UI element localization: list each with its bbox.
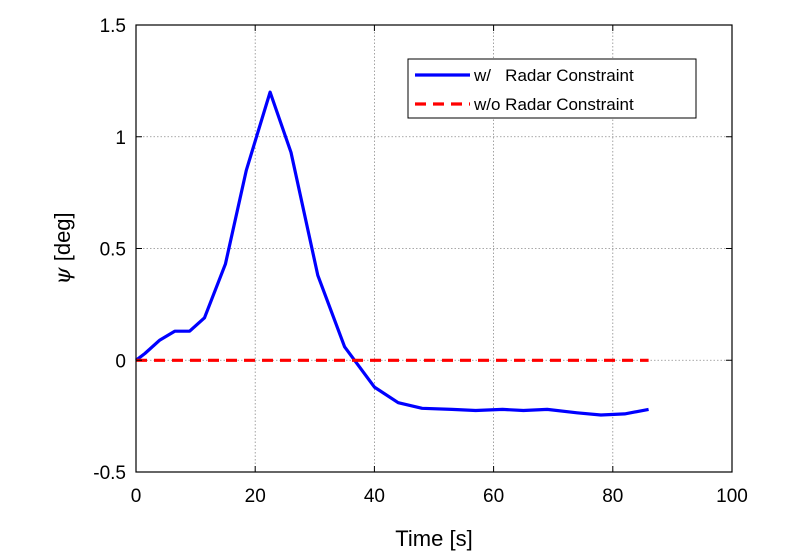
legend-entry-without-radar: w/o Radar Constraint (473, 95, 634, 114)
y-tick-label: 0.5 (100, 240, 126, 261)
axis-ticks: 0 20 40 60 80 100-0.500.511.5 (93, 16, 748, 507)
y-tick-label: 1.5 (100, 16, 126, 37)
x-tick-label: 60 (483, 486, 504, 507)
x-axis-label: Time [s] (395, 526, 472, 551)
x-tick-label: 80 (602, 486, 623, 507)
y-axis-label-unit: [deg] (50, 212, 75, 267)
y-axis-label: ψ [deg] (50, 212, 76, 284)
legend-box (407, 58, 697, 119)
y-axis-label-symbol: ψ (51, 267, 76, 285)
x-tick-label: 40 (364, 486, 385, 507)
y-tick-label: -0.5 (93, 463, 126, 484)
x-tick-label: 20 (245, 486, 266, 507)
y-tick-label: 1 (115, 128, 126, 149)
x-tick-label: 0 (131, 486, 142, 507)
series-layer (135, 90, 649, 417)
series-line-with-radar (135, 90, 649, 417)
legend: w/ Radar Constraint w/o Radar Constraint (407, 58, 697, 119)
legend-entry-with-radar: w/ Radar Constraint (473, 66, 634, 85)
y-tick-label: 0 (115, 351, 126, 372)
x-tick-label: 100 (716, 486, 748, 507)
